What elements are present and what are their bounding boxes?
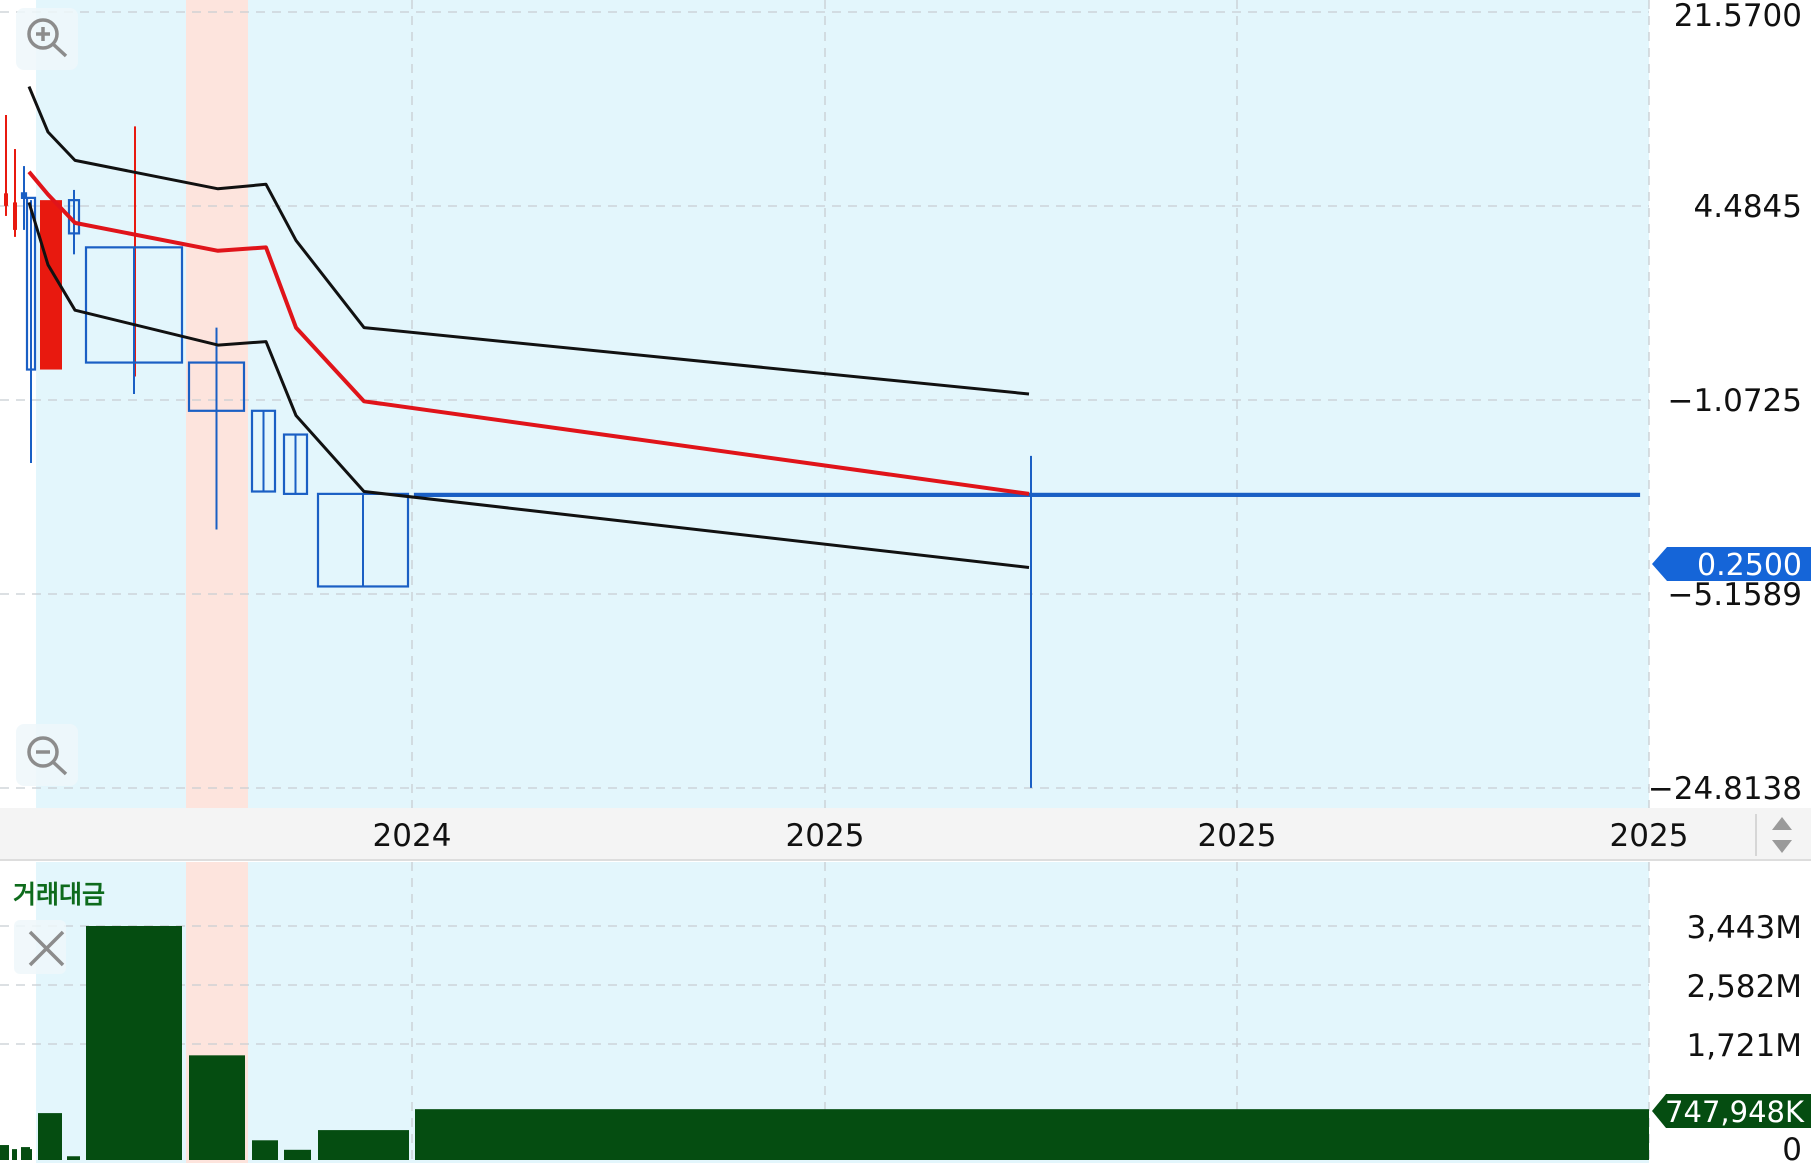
- candle: [187, 327, 246, 530]
- candle: [282, 433, 309, 495]
- session-background: [36, 0, 1649, 808]
- candle-body: [250, 409, 277, 493]
- candle-body: [4, 193, 8, 206]
- zoom-in-icon[interactable]: [27, 18, 68, 58]
- zoom-out-icon[interactable]: [27, 736, 68, 776]
- candle-body: [40, 200, 62, 370]
- volume-bar: [27, 1149, 32, 1160]
- zoom-in-button-background[interactable]: [16, 8, 78, 70]
- candle-body: [13, 202, 17, 230]
- candle-body: [20, 192, 28, 199]
- zoom-out-button-background[interactable]: [16, 724, 78, 786]
- price-tick-label: −24.8138: [1648, 771, 1802, 807]
- price-tag-background: [1652, 547, 1811, 581]
- scroll-down-arrow[interactable]: [1772, 840, 1792, 853]
- close-icon[interactable]: [28, 930, 65, 967]
- candle-body: [316, 492, 410, 588]
- zoom-in-button[interactable]: [16, 8, 78, 70]
- time-axis-background: [0, 808, 1811, 860]
- gridlines: [0, 0, 1650, 1163]
- volume-tick-label: 2,582M: [1687, 969, 1803, 1005]
- volume-marks: [0, 926, 1649, 1160]
- price-axis-background: [1649, 0, 1811, 808]
- volume-bar: [12, 1149, 17, 1160]
- band-middle-line: [27, 170, 1030, 496]
- volume-bar: [0, 1145, 9, 1160]
- scroll-arrows-hitbox[interactable]: [1764, 812, 1808, 858]
- candle: [250, 409, 277, 493]
- volume-bar: [252, 1140, 278, 1160]
- candle: [20, 166, 28, 230]
- candle: [25, 196, 37, 464]
- band-upper-line: [27, 86, 1030, 396]
- volume-tag-background: [1652, 1094, 1811, 1128]
- band-lower-line: [27, 201, 1030, 569]
- candle: [4, 114, 8, 216]
- price-tick-label: 4.4845: [1694, 189, 1802, 225]
- time-tick-label: 2025: [786, 818, 865, 854]
- price-axis: 21.5700 4.4845 −1.0725 −5.1589 −24.8138: [1648, 0, 1802, 807]
- volume-bar: [67, 1156, 80, 1160]
- time-tick-label: 2025: [1198, 818, 1277, 854]
- volume-bar: [21, 1147, 30, 1160]
- zoom-out-button[interactable]: [16, 724, 78, 786]
- candle-body: [25, 196, 37, 371]
- volume-bar: [284, 1149, 311, 1160]
- volume-value-label: 747,948K: [1665, 1095, 1805, 1129]
- current-price-label: 0.2500: [1697, 548, 1802, 583]
- candle: [84, 246, 184, 394]
- current-price-tag: 0.2500: [1652, 547, 1811, 583]
- candle-body: [187, 361, 246, 412]
- price-marks: [4, 86, 1641, 788]
- volume-bar: [189, 1055, 245, 1160]
- volume-tick-label: 1,721M: [1687, 1028, 1803, 1064]
- candle-body: [282, 433, 309, 495]
- scroll-arrows-icon[interactable]: [1764, 812, 1808, 858]
- scroll-up-arrow[interactable]: [1772, 817, 1792, 830]
- close-button-background[interactable]: [14, 920, 66, 974]
- candle: [13, 149, 17, 237]
- time-tick-label: 2025: [1610, 818, 1689, 854]
- volume-bar: [415, 1109, 1649, 1160]
- volume-bar: [86, 926, 182, 1160]
- price-tick-label: −1.0725: [1668, 383, 1802, 419]
- volume-axis: 3,443M 2,582M 1,721M 0: [1687, 910, 1803, 1163]
- volume-tick-label: 3,443M: [1687, 910, 1803, 946]
- close-volume-button[interactable]: [14, 920, 66, 974]
- volume-title: 거래대금: [13, 880, 105, 909]
- price-tick-label: 21.5700: [1674, 0, 1802, 34]
- volume-value-tag: 747,948K: [1652, 1094, 1811, 1129]
- candle-body: [84, 246, 184, 364]
- time-axis: 2024 2025 2025 2025: [373, 812, 1808, 858]
- time-tick-label: 2024: [373, 818, 452, 854]
- volume-bar: [318, 1130, 409, 1160]
- price-tick-label: −5.1589: [1668, 577, 1802, 613]
- volume-bar: [38, 1113, 62, 1160]
- volume-tick-label: 0: [1782, 1132, 1802, 1163]
- candle: [316, 492, 410, 588]
